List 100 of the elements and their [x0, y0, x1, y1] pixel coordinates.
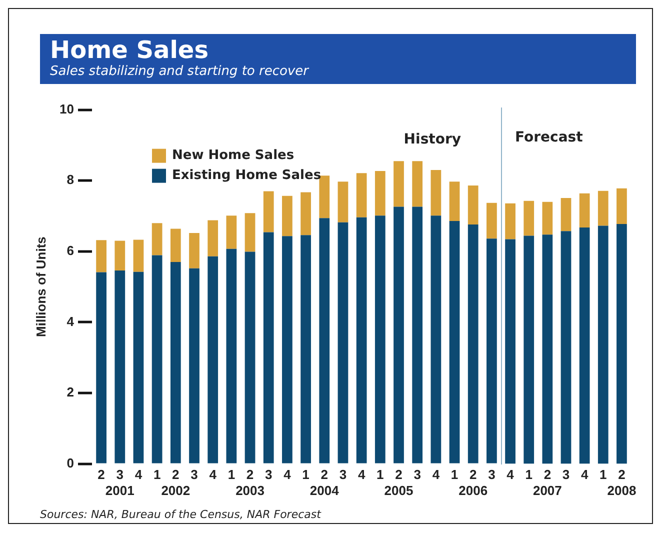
bar [580, 193, 590, 228]
x-tick-label: 3 2001 [105, 467, 134, 498]
bar [244, 213, 256, 252]
bar [449, 220, 460, 464]
x-tick-label: 3 [339, 467, 347, 482]
legend-label: New Home Sales [172, 148, 294, 164]
bar [114, 270, 126, 464]
bar [114, 240, 126, 271]
x-tick-label: 2 2007 [533, 467, 562, 498]
x-tick-label: 2 2004 [310, 467, 340, 498]
bar [319, 218, 330, 464]
bar [319, 176, 330, 218]
bar [208, 256, 218, 464]
x-tick-label: 2 2003 [236, 467, 264, 498]
x-tick-label: 1 [153, 467, 161, 482]
x-tick-label: 3 [562, 467, 570, 482]
bar [244, 252, 256, 464]
x-tick-label: 2 2005 [384, 467, 414, 498]
x-tick-label: 4 [432, 467, 440, 482]
bar [152, 223, 162, 256]
x-tick-label: 3 [264, 467, 272, 482]
bar [133, 240, 144, 272]
x-tick-label: 1 [525, 467, 533, 482]
bar [449, 182, 460, 221]
bar [170, 228, 181, 262]
x-tick-label: 2 2006 [458, 467, 488, 498]
x-tick-label: 1 [600, 467, 607, 482]
bar [561, 231, 572, 464]
bar [468, 224, 478, 464]
bar [505, 203, 516, 240]
bar [374, 216, 386, 464]
y-tick-label: 2 [66, 384, 74, 400]
bar [208, 220, 218, 256]
bar [356, 217, 367, 464]
x-tick-label: 1 [450, 467, 458, 482]
x-tick-label: 4 [209, 467, 218, 482]
bar [282, 236, 292, 464]
x-tick-label: 1 [302, 467, 310, 482]
x-tick-label: 3 [488, 467, 496, 482]
bar [430, 216, 442, 464]
bar [430, 170, 442, 216]
bar [486, 238, 497, 464]
bar [152, 255, 162, 464]
legend-label: Existing Home Sales [172, 168, 322, 184]
bar [524, 200, 534, 236]
bar [170, 262, 181, 464]
bar [338, 182, 348, 222]
x-tick-label: 4 [581, 467, 590, 482]
bar [96, 240, 106, 272]
x-tick-label: 3 [414, 467, 421, 482]
bar [524, 236, 534, 464]
bar [542, 234, 553, 464]
x-tick-label: 3 [190, 467, 198, 482]
bar [598, 190, 609, 226]
y-tick-label: 4 [66, 314, 75, 329]
bar [616, 224, 628, 464]
x-tick-label: 2 [98, 467, 105, 482]
bar [580, 228, 590, 464]
bar [263, 232, 274, 464]
bar [96, 272, 106, 464]
bar [226, 216, 237, 249]
y-tick-label: 0 [66, 455, 74, 470]
bar [486, 202, 497, 239]
bar [412, 161, 423, 207]
source-note: Sources: NAR, Bureau of the Census, NAR Forecast [40, 508, 321, 521]
chart-subtitle: Sales stabilizing and starting to recover [50, 64, 308, 79]
bar [133, 272, 144, 464]
x-tick-label: 1 [376, 467, 384, 482]
chart-title: Home Sales [50, 36, 208, 64]
bar [505, 239, 516, 464]
y-tick-label: 10 [60, 101, 74, 116]
bar [263, 191, 274, 232]
x-tick-label: 2 2002 [161, 467, 190, 498]
y-axis-title: Millions of Units [33, 236, 48, 337]
bar [394, 161, 404, 207]
bar [338, 222, 348, 464]
bar [394, 206, 404, 464]
bar [412, 206, 423, 464]
x-tick-label: 4 [134, 467, 143, 482]
bar [561, 198, 572, 232]
x-tick-label: 1 [228, 467, 236, 482]
bar [189, 268, 200, 464]
bar [189, 232, 200, 268]
bar [226, 248, 237, 464]
x-tick-label: 2 2008 [607, 467, 636, 498]
bar [468, 186, 478, 224]
bar [356, 173, 367, 218]
bar [598, 226, 609, 464]
x-tick-label: 4 [358, 467, 366, 482]
y-tick-label: 8 [66, 172, 74, 188]
x-tick-label: 4 [506, 467, 515, 482]
bar [282, 196, 292, 236]
annotation: Forecast [515, 130, 584, 146]
y-tick-label: 6 [66, 242, 74, 258]
bar [542, 202, 553, 235]
annotation: History [404, 131, 461, 148]
bar [374, 171, 386, 216]
bar [616, 188, 628, 224]
bar [300, 192, 311, 236]
x-tick-label: 4 [284, 467, 292, 482]
